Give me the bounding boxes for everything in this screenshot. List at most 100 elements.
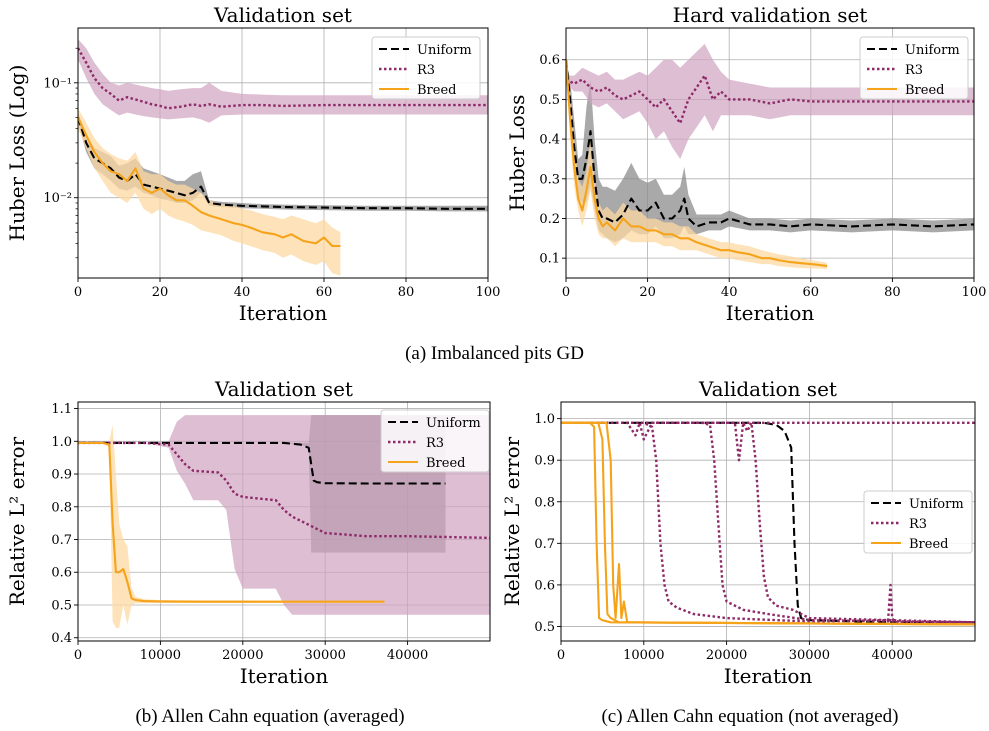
x-tick-label: 30000 (305, 648, 346, 663)
y-axis-label: Relative L² error (5, 436, 29, 606)
legend-box (371, 36, 481, 100)
y-tick-label: 0.8 (534, 495, 555, 510)
legend: Uniform R3 Breed (380, 409, 490, 473)
band-uniform (566, 59, 974, 243)
x-tick-label: 0 (74, 648, 82, 663)
series-breed (561, 421, 975, 626)
legend-box (863, 490, 973, 554)
legend: Uniform R3 Breed (859, 36, 969, 100)
plot-area (78, 39, 488, 276)
y-axis-label: Huber Loss (Log) (5, 65, 29, 242)
x-tick-label: 100 (476, 285, 501, 300)
y-tick-label: 0.6 (51, 566, 72, 581)
legend-label-breed: Breed (426, 456, 465, 471)
x-axis-label: Iteration (724, 664, 813, 688)
axes-frame (565, 27, 975, 279)
axes-frame (560, 401, 976, 642)
legend-label-uniform: Uniform (905, 43, 960, 58)
chart-title: Validation set (698, 377, 837, 401)
y-tick-label: 0.3 (539, 172, 560, 187)
chart-a-hard-validation: 0 20 40 60 80 100 0.1 0.2 0.3 0.4 0.5 0.6 Hard valid… (505, 3, 986, 325)
y-tick-label: 0.1 (539, 252, 560, 267)
band-breed (566, 59, 828, 270)
x-tick-label: 60 (803, 285, 820, 300)
y-tick-label: 0.9 (51, 468, 72, 483)
x-tick-label: 10000 (623, 648, 664, 663)
y-tick-label: 1.0 (51, 435, 72, 450)
x-tick-label: 20 (639, 285, 656, 300)
series-breed (78, 116, 341, 248)
series-breed (78, 441, 385, 603)
chart-c-validation: 0 10000 20000 30000 40000 0.5 0.6 0.7 0.8 0.9 1.0 V… (500, 377, 976, 688)
chart-b-validation: 0 10000 20000 30000 40000 0.4 0.5 0.6 0.7 0.8 0.9 1… (5, 377, 491, 688)
x-tick-label: 30000 (789, 648, 830, 663)
x-tick-label: 40 (721, 285, 738, 300)
series-uniform (78, 441, 446, 485)
y-tick-label: 0.5 (534, 620, 555, 635)
y-tick-label: 0.7 (51, 533, 72, 548)
x-tick-label: 20 (152, 285, 169, 300)
x-tick-label: 40 (234, 285, 251, 300)
x-tick-label: 60 (316, 285, 333, 300)
x-tick-label: 40000 (387, 648, 428, 663)
chart-title: Hard validation set (673, 3, 868, 27)
series-breed (561, 421, 975, 626)
x-tick-label: 20000 (706, 648, 747, 663)
legend: Uniform R3 Breed (863, 490, 973, 554)
y-tick-label: 0.5 (51, 598, 72, 613)
series-r3 (561, 421, 975, 624)
x-tick-label: 80 (398, 285, 415, 300)
x-tick-label: 0 (562, 285, 570, 300)
y-tick-label: 0.5 (539, 93, 560, 108)
caption-c: (c) Allen Cahn equation (not averaged) (601, 706, 899, 727)
legend-box (380, 409, 490, 473)
x-axis-label: Iteration (726, 301, 815, 325)
legend-label-r3: R3 (909, 517, 927, 532)
series-r3 (561, 421, 975, 624)
legend-label-r3: R3 (426, 436, 444, 451)
x-tick-label: 100 (962, 285, 987, 300)
series-r3 (566, 74, 974, 125)
legend-label-r3: R3 (417, 63, 435, 78)
band-r3 (78, 39, 488, 123)
series-r3 (561, 421, 975, 441)
plot-area (561, 421, 975, 626)
legend-label-breed: Breed (905, 83, 944, 98)
axes-frame (77, 27, 489, 279)
legend-label-uniform: Uniform (426, 416, 481, 431)
x-tick-label: 0 (74, 285, 82, 300)
plot-area (566, 43, 974, 270)
series-uniform (78, 117, 488, 210)
chart-a-validation: 0 20 40 60 80 100 10⁻² 10⁻¹ Validation set Iterat… (5, 3, 500, 325)
legend-label-breed: Breed (417, 83, 456, 98)
legend-label-breed: Breed (909, 537, 948, 552)
chart-title: Validation set (213, 3, 352, 27)
caption-a: (a) Imbalanced pits GD (405, 343, 584, 364)
y-tick-label: 0.2 (539, 212, 560, 227)
series-r3 (78, 47, 488, 110)
x-axis-label: Iteration (240, 664, 329, 688)
band-breed (78, 108, 341, 276)
caption-b: (b) Allen Cahn equation (averaged) (135, 706, 405, 727)
y-axis-label: Huber Loss (505, 95, 529, 212)
series-r3 (561, 421, 975, 624)
axes-frame (77, 401, 491, 642)
x-tick-label: 20000 (222, 648, 263, 663)
band-r3 (566, 43, 974, 159)
series-uniform (566, 59, 974, 228)
y-tick-label: 0.6 (534, 578, 555, 593)
x-tick-label: 0 (557, 648, 565, 663)
y-tick-label: 0.6 (539, 53, 560, 68)
y-tick-label: 0.7 (534, 537, 555, 552)
legend-label-r3: R3 (905, 63, 923, 78)
x-tick-label: 10000 (140, 648, 181, 663)
y-tick-label: 0.8 (51, 500, 72, 515)
y-tick-label: 0.9 (534, 454, 555, 469)
x-axis-label: Iteration (239, 301, 328, 325)
chart-title: Validation set (214, 377, 353, 401)
x-tick-label: 40000 (872, 648, 913, 663)
legend-label-uniform: Uniform (909, 497, 964, 512)
x-tick-label: 80 (884, 285, 901, 300)
y-tick-label: 1.0 (534, 412, 555, 427)
